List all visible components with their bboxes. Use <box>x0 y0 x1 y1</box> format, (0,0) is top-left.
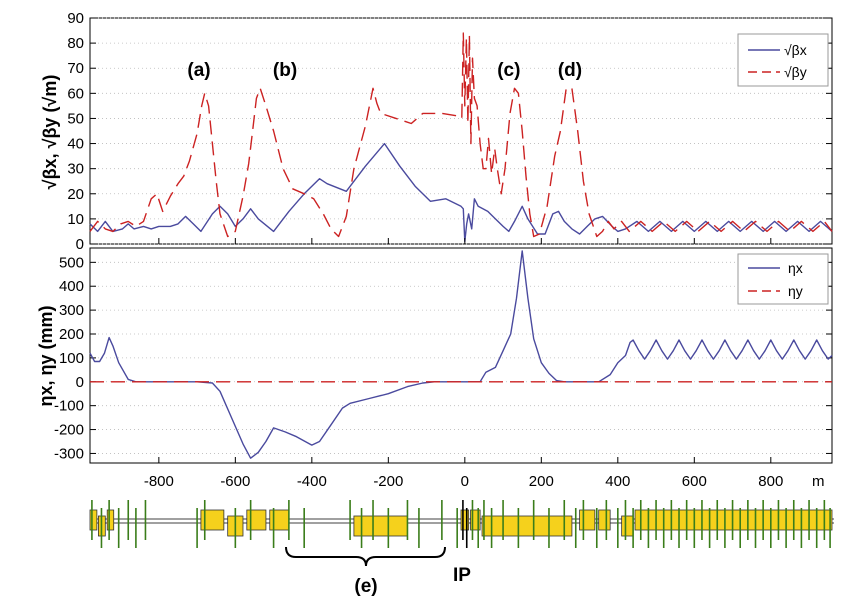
legend-label-beta-y: √βy <box>784 64 807 80</box>
x-tick-label: -400 <box>297 473 327 490</box>
peak-label: (d) <box>558 60 582 81</box>
top-y-axis-label: √βx, √βy (√m) <box>40 75 60 190</box>
dipole-magnet <box>200 509 225 531</box>
x-tick-label: 600 <box>682 473 707 490</box>
top-y-ticks: 0 10 20 30 40 50 60 70 80 90 <box>67 10 832 253</box>
x-ticks: -800 -600 -400 -200 0 200 400 600 800 <box>144 238 783 490</box>
legend-label-beta-x: √βx <box>784 42 807 58</box>
lattice-strip: (e) IP <box>89 500 834 597</box>
top-legend-box <box>737 33 829 87</box>
dipole-magnet <box>470 509 481 531</box>
section-e-brace <box>285 546 446 567</box>
bottom-panel: -300 -200 -100 0 100 200 300 400 500 -800 -600 -40… <box>36 238 833 490</box>
bottom-legend-box <box>737 253 829 305</box>
dipole-magnet <box>621 515 634 537</box>
y-tick-label: 500 <box>59 254 84 271</box>
y-tick-label: 300 <box>59 302 84 319</box>
y-tick-label: 90 <box>67 10 84 27</box>
dipole-magnet <box>634 509 833 531</box>
y-tick-label: -200 <box>54 422 84 439</box>
peak-label: (a) <box>187 60 210 81</box>
y-tick-label: 0 <box>76 374 84 391</box>
x-axis-unit: m <box>812 473 825 490</box>
dipole-magnet <box>89 509 98 531</box>
y-tick-label: 10 <box>67 211 84 228</box>
dipole-magnet <box>106 509 115 531</box>
top-annotations: (a) (b) (c) (d) <box>187 60 582 81</box>
top-legend: √βx √βy <box>737 33 829 87</box>
dipole-magnet <box>579 509 596 531</box>
legend-label-eta-y: ηy <box>788 283 803 299</box>
y-tick-label: 70 <box>67 60 84 77</box>
dipole-magnet <box>598 509 611 531</box>
dipole-magnet <box>460 509 470 531</box>
x-tick-label: -200 <box>373 473 403 490</box>
section-e-label: (e) <box>354 576 377 597</box>
ip-label: IP <box>453 565 471 586</box>
y-tick-label: 50 <box>67 110 84 127</box>
peak-label: (b) <box>273 60 297 81</box>
bottom-y-axis-label: ηx, ηy (mm) <box>36 305 56 406</box>
x-tick-label: 200 <box>529 473 554 490</box>
x-tick-label: -600 <box>220 473 250 490</box>
x-tick-label: -800 <box>144 473 174 490</box>
top-plot-frame <box>89 17 833 245</box>
dipole-magnet <box>481 515 573 537</box>
top-panel: 0 10 20 30 40 50 60 70 80 90 √βx, √βy (√m) (a) (b)… <box>40 10 833 253</box>
dipole-magnet <box>269 509 290 531</box>
bottom-legend: ηx ηy <box>737 253 829 305</box>
y-tick-label: 200 <box>59 326 84 343</box>
x-tick-label: 800 <box>758 473 783 490</box>
top-series <box>89 32 833 243</box>
series-line-x <box>89 250 833 459</box>
y-tick-label: 0 <box>76 236 84 253</box>
bottom-grid <box>90 261 832 454</box>
y-tick-label: 60 <box>67 85 84 102</box>
y-tick-label: 100 <box>59 350 84 367</box>
y-tick-label: 20 <box>67 186 84 203</box>
lattice-magnets <box>89 509 833 537</box>
legend-label-eta-x: ηx <box>788 260 803 276</box>
series-line-x <box>89 142 833 243</box>
y-tick-label: 30 <box>67 161 84 178</box>
peak-label: (c) <box>497 60 520 81</box>
x-tick-label: 400 <box>605 473 630 490</box>
y-tick-label: 400 <box>59 278 84 295</box>
bottom-series <box>89 250 833 459</box>
bottom-y-ticks: -300 -200 -100 0 100 200 300 400 500 <box>54 254 832 462</box>
top-grid <box>90 17 832 245</box>
y-tick-label: -300 <box>54 445 84 462</box>
y-tick-label: 40 <box>67 136 84 153</box>
x-tick-label: 0 <box>461 473 469 490</box>
dipole-magnet <box>246 509 267 531</box>
y-tick-label: -100 <box>54 398 84 415</box>
y-tick-label: 80 <box>67 35 84 52</box>
bottom-plot-frame <box>89 247 833 464</box>
series-line-y <box>89 32 833 238</box>
lattice-quadrupoles <box>91 500 831 548</box>
